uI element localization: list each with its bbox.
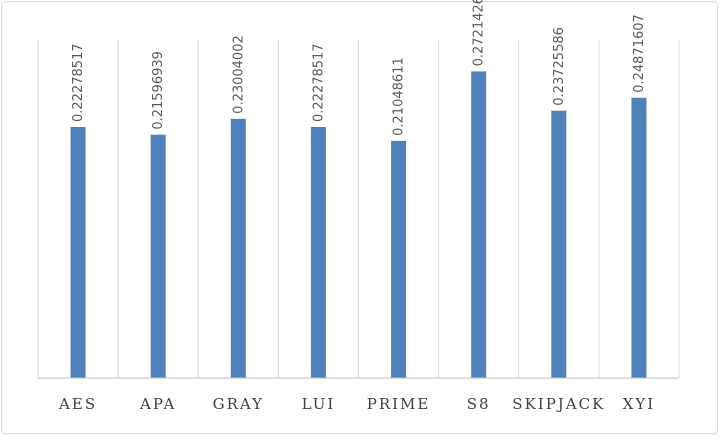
x-tick-label: XYI <box>623 395 656 413</box>
x-tick-label: LUI <box>302 395 336 413</box>
bar <box>230 118 246 378</box>
data-label: 0.22278517 <box>311 43 326 122</box>
bar <box>471 71 487 378</box>
data-label: 0.27214264 <box>472 0 487 66</box>
data-label: 0.21048611 <box>392 57 407 136</box>
x-tick-label: SKIPJACK <box>512 395 605 413</box>
data-label: 0.23725586 <box>552 27 567 106</box>
bar <box>631 97 647 378</box>
x-tick-label: APA <box>139 395 176 413</box>
bar <box>551 110 567 378</box>
x-tick-label: S8 <box>467 395 491 413</box>
bar <box>391 140 407 378</box>
x-tick-label: GRAY <box>213 395 264 413</box>
data-label: 0.22278517 <box>71 43 86 122</box>
bar <box>150 134 166 378</box>
data-label: 0.24871607 <box>632 14 647 93</box>
data-label: 0.21596939 <box>151 51 166 130</box>
x-tick-label: PRIME <box>367 395 431 413</box>
bar <box>70 126 86 378</box>
data-label: 0.23004002 <box>231 35 246 114</box>
bar <box>310 126 326 378</box>
x-tick-label: AES <box>58 395 97 413</box>
